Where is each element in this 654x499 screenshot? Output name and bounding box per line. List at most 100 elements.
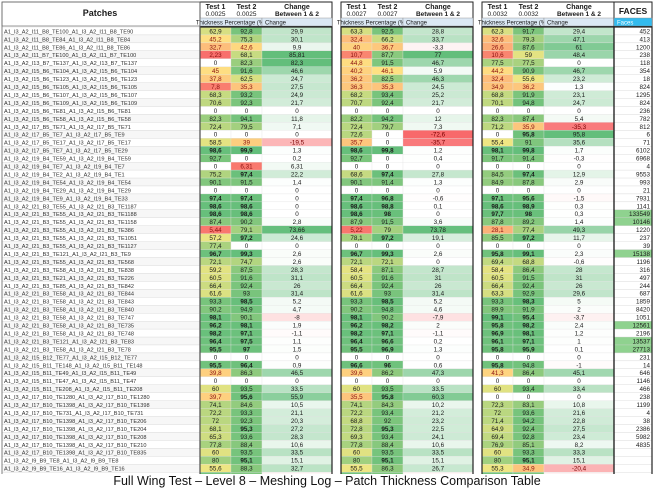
change-value: 0 [295,354,299,361]
test2-value: 87,8 [522,179,535,186]
test2-value: 98,2 [522,323,535,330]
test2-value: 92,3 [240,100,253,107]
change-value: 29,9 [291,28,304,35]
faces-value: 466 [639,386,650,393]
test1-value: 97,1 [491,195,504,202]
test1-value: 95,8 [491,362,504,369]
test2-value: 0 [245,187,249,194]
change-value: 49,3 [573,227,586,234]
test2-value: 0 [245,243,249,250]
test2-value: 94,2 [381,116,394,123]
test1-value: 0 [355,378,359,385]
change-value: 0 [577,243,581,250]
change-value: -7,9 [433,315,444,322]
test1-value: 58,5 [209,140,222,147]
test2-value: 97,1 [240,330,253,337]
faces-value: 231 [639,354,650,361]
test1-value: 34,9 [491,84,504,91]
test2-value: 98,6 [240,211,253,218]
change-value: 24,1 [432,434,445,441]
test1-value: 68,2 [350,92,363,99]
faces-value: 824 [639,100,650,107]
test1-value: 95,8 [491,323,504,330]
test2-value: 91,6 [240,275,253,282]
test1-value: 93,3 [491,299,504,306]
test2-value: 97,1 [381,330,394,337]
test2-value: 36,2 [522,84,535,91]
test1-value: 39,8 [209,370,222,377]
test2-value: 94,8 [381,307,394,314]
test1-value: 72,4 [350,124,363,131]
test2-value: 93,5 [240,386,253,393]
test2-value: 0 [386,140,390,147]
change-value: 28 [575,267,583,274]
test2-value: 95,8 [381,394,394,401]
test1-thickness-value: 0.0027 [347,11,367,18]
test2-value: 97,4 [240,171,253,178]
test1-value: 80 [353,458,361,465]
faces-value: 782 [639,116,650,123]
test2-value: 92,9 [522,291,535,298]
patch-name: A1_I3_A2_I21_B3_TE55_A1_I3_A2_I21_B3_TE1… [4,236,137,242]
faces-value: 38 [643,418,651,425]
patch-name: A1_I3_A2_I17_B10_TE1280_A1_I3_A2_I17_B10… [4,395,150,401]
change-value: 0,1 [434,203,443,210]
test1-value: 98,2 [350,330,363,337]
change-value: 85,81 [289,52,305,59]
test2-value: 99,1 [522,251,535,258]
test1-value: 70,6 [209,100,222,107]
test1-value: 62,9 [209,28,222,35]
test1-value: 77,5 [491,60,504,67]
test1-value: 60 [353,450,361,457]
test1-value: 95,5 [209,362,222,369]
change-value: 0 [577,108,581,115]
test1-value: 0 [214,378,218,385]
patch-name: A1_I3_A2_I17_B10_TE1398_A1_I3_A2_I17_B10… [4,419,146,425]
test1-value: 60,5 [491,275,504,282]
test2-value: 86,2 [381,370,394,377]
change-value: 1,2 [434,148,443,155]
test1-value: 36,3 [350,84,363,91]
patch-name: A1_I3_A2_I11_B8_TE86_A1_I3_A2_I11_B8_TE8… [4,45,130,51]
change-value: 1,7 [575,148,584,155]
change-value: 0 [295,187,299,194]
change-value: 5 [577,299,581,306]
faces-value: 812 [639,124,650,131]
test2-value: 86,3 [381,466,394,473]
patch-name: A1_I3_A2_I21_B3_TE55_A1_I3_A2_I21_B3_TE1… [4,220,137,226]
test1-value: 60,5 [350,275,363,282]
change-value: 1,3 [434,346,443,353]
faces-value: 687 [639,291,650,298]
test2-value: 91,6 [240,68,253,75]
test1-value: 98,6 [350,211,363,218]
patch-name: A1_I3_A2_I17_B10_TE1398_A1_I3_A2_I17_B10… [4,435,146,441]
change-value: 23,2 [432,418,445,425]
test1-value: 0 [214,187,218,194]
test2-value: 91,5 [240,179,253,186]
faces-cell [613,472,653,474]
change-value: 35,6 [573,140,586,147]
test1-value: 98,2 [209,330,222,337]
change-value: 33,5 [432,450,445,457]
change-value: 26 [434,283,442,290]
change-value: 10,6 [291,442,304,449]
change-value: 46,7 [432,60,445,67]
faces-value: 4835 [636,442,651,449]
test1-cell [199,472,232,474]
test1-value: 90,2 [350,307,363,314]
change-sub-label: Change [406,21,428,27]
test2-value: 98,6 [240,203,253,210]
test2-value: 93,6 [240,434,253,441]
test1-value: 5,22 [350,227,363,234]
change-value: 0 [577,187,581,194]
faces-value: 2196 [636,330,651,337]
change-value: 0 [436,354,440,361]
patch-row [1,472,201,474]
patches-header: Patches [83,8,118,18]
test2-value: 0 [245,378,249,385]
test2-value: 74,7 [240,259,253,266]
change-value: -8 [294,315,300,322]
change-value: 15,1 [573,458,586,465]
faces-value: 5982 [636,434,651,441]
